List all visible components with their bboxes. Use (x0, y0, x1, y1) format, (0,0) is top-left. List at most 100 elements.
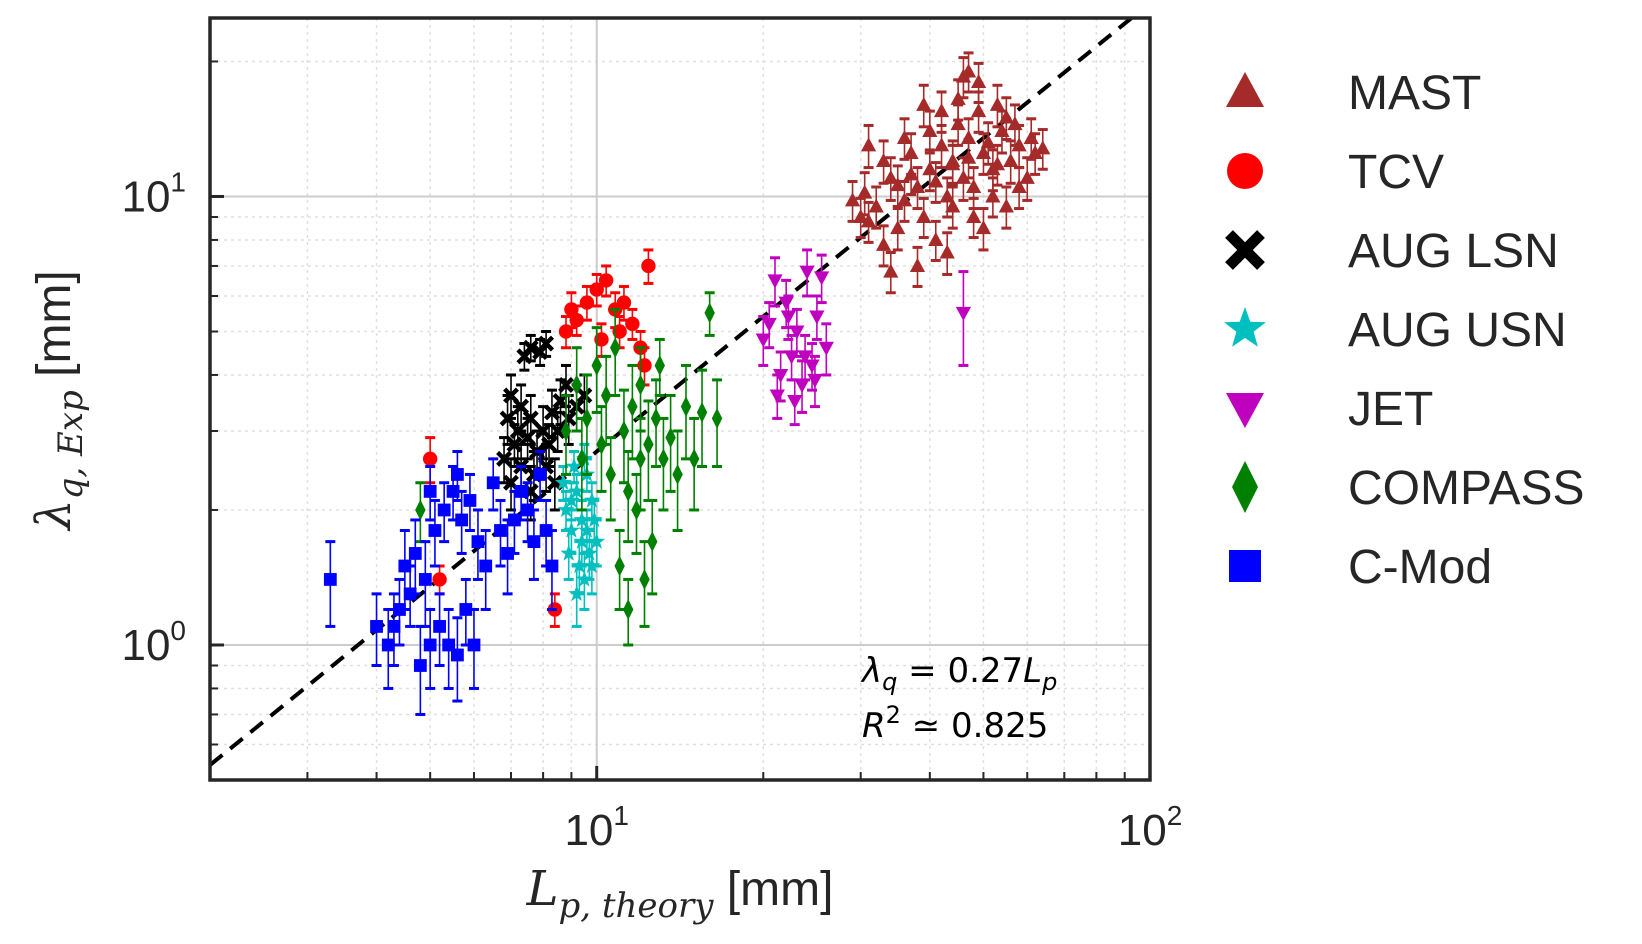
data-point (451, 468, 464, 481)
data-point (560, 410, 577, 427)
data-point (564, 302, 579, 317)
data-point (853, 209, 869, 224)
series-group (323, 51, 1051, 716)
data-point (809, 310, 825, 325)
data-point (467, 638, 481, 652)
data-point (933, 137, 950, 152)
data-point (432, 572, 447, 587)
data-point (565, 457, 583, 474)
legend-marker (1232, 461, 1258, 513)
data-point (413, 659, 427, 672)
data-point (446, 485, 460, 498)
data-point (635, 374, 646, 396)
data-point (639, 569, 650, 590)
fit-annotation-line2: R2 ≃ 0.825 (862, 701, 1048, 746)
data-point (635, 448, 646, 470)
data-point (519, 429, 536, 446)
data-point (563, 491, 580, 508)
data-point (945, 198, 961, 213)
data-point (418, 573, 432, 586)
data-point (789, 325, 805, 340)
data-point (933, 103, 950, 118)
data-point (970, 73, 987, 88)
data-point (860, 137, 877, 152)
legend-item-c-mod: C-Mod (1229, 541, 1492, 594)
data-point (623, 599, 634, 620)
data-point (554, 473, 572, 490)
data-point (614, 555, 625, 577)
data-point (583, 557, 601, 574)
data-point (928, 231, 944, 246)
plot-frame (208, 16, 1152, 782)
y-tick-label: 100 (121, 615, 186, 670)
data-point (589, 282, 604, 297)
data-point (471, 535, 485, 549)
data-point (767, 274, 783, 289)
data-point (939, 188, 955, 203)
data-point (539, 524, 553, 537)
data-point (903, 166, 919, 181)
data-point (479, 559, 493, 573)
legend-item-aug-lsn: AUG LSN (1225, 225, 1559, 278)
data-point (509, 423, 526, 439)
data-point (605, 464, 616, 485)
data-point (578, 521, 596, 538)
data-point (533, 468, 547, 481)
data-point (814, 271, 830, 286)
data-point (945, 156, 961, 171)
x-tick-label: 102 (1118, 800, 1183, 855)
data-point (857, 184, 873, 199)
data-point (896, 192, 913, 207)
data-point (928, 173, 944, 188)
data-point (594, 332, 609, 347)
data-point (381, 638, 395, 652)
data-point (576, 387, 593, 404)
data-point (998, 198, 1014, 213)
data-point (455, 513, 469, 527)
data-point (876, 152, 892, 167)
data-point (1023, 130, 1039, 145)
data-point (780, 310, 796, 325)
y-tick-label: 101 (121, 166, 186, 221)
data-point (393, 603, 406, 616)
data-point (535, 423, 552, 439)
fit-line (210, 18, 1135, 767)
axis-ticks: 101 102 100 101 (121, 60, 1183, 855)
data-point (387, 620, 401, 633)
data-point (975, 145, 992, 160)
data-point (579, 295, 595, 310)
data-point (916, 209, 932, 224)
data-point (960, 149, 977, 164)
data-point (463, 494, 477, 507)
data-point (442, 638, 456, 652)
data-point (415, 499, 426, 521)
data-point (989, 96, 1006, 111)
data-point (549, 423, 566, 439)
data-point (787, 394, 803, 409)
data-point (581, 408, 593, 429)
fit-line-group (210, 18, 1135, 767)
data-point (596, 434, 607, 455)
data-point (696, 402, 708, 423)
data-point (623, 481, 634, 502)
data-point (939, 244, 955, 259)
data-point (794, 378, 810, 393)
data-point (514, 485, 528, 498)
data-point (1007, 116, 1023, 131)
data-point (538, 335, 555, 352)
data-point (844, 192, 861, 207)
data-point (423, 485, 437, 498)
legend-label: JET (1348, 383, 1433, 436)
data-point (890, 220, 906, 235)
legend-marker (1224, 307, 1266, 347)
data-point (403, 587, 417, 601)
data-point (922, 122, 938, 137)
data-point (545, 559, 559, 573)
legend-marker (1226, 72, 1264, 107)
data-point (650, 408, 662, 429)
legend-label: C-Mod (1348, 541, 1492, 594)
data-point (761, 317, 777, 332)
data-point (711, 408, 723, 429)
legend-marker (1229, 550, 1261, 582)
